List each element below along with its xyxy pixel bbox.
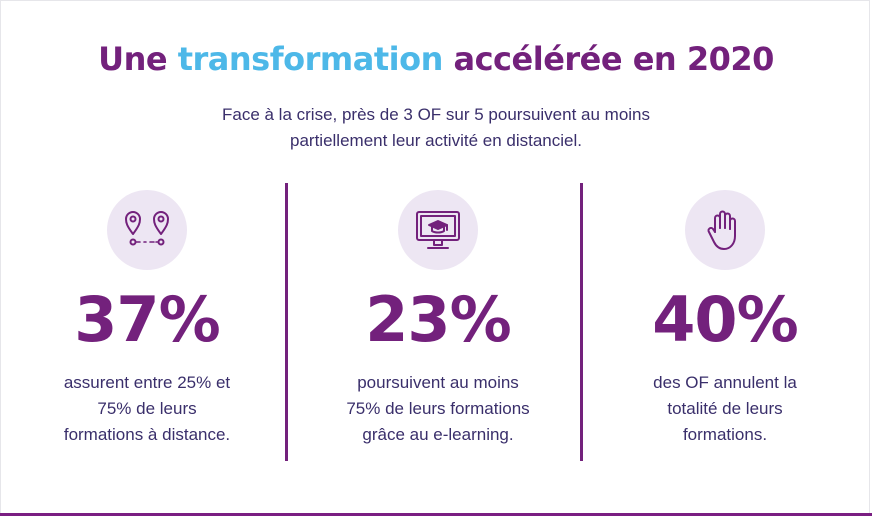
stat-value-3: 40%: [652, 283, 798, 356]
title-part2: accélérée en 2020: [442, 40, 774, 78]
stat-description-1: assurent entre 25% et 75% de leurs forma…: [63, 373, 231, 444]
title-highlight: transformation: [177, 40, 444, 78]
stop-hand-icon: [685, 190, 765, 270]
stat-value-2: 23%: [365, 283, 511, 356]
column-divider-2: [580, 183, 583, 461]
stat-column-2: 23% poursuivent au moins 75% de leurs fo…: [313, 190, 563, 448]
page-title: Une transformation accélérée en 2020: [0, 40, 872, 78]
title-part1: Une: [98, 40, 178, 78]
location-route-icon: [107, 190, 187, 270]
stat-column-3: 40% des OF annulent la totalité de leurs…: [600, 190, 850, 448]
bottom-border: [0, 513, 872, 516]
stat-value-1: 37%: [74, 283, 220, 356]
subtitle: Face à la crise, près de 3 OF sur 5 pour…: [221, 105, 651, 150]
stat-column-1: 37% assurent entre 25% et 75% de leurs f…: [22, 190, 272, 448]
stat-description-2: poursuivent au moins 75% de leurs format…: [346, 373, 530, 444]
column-divider-1: [285, 183, 288, 461]
graduation-monitor-icon: [398, 190, 478, 270]
stat-description-3: des OF annulent la totalité de leurs for…: [653, 373, 797, 444]
